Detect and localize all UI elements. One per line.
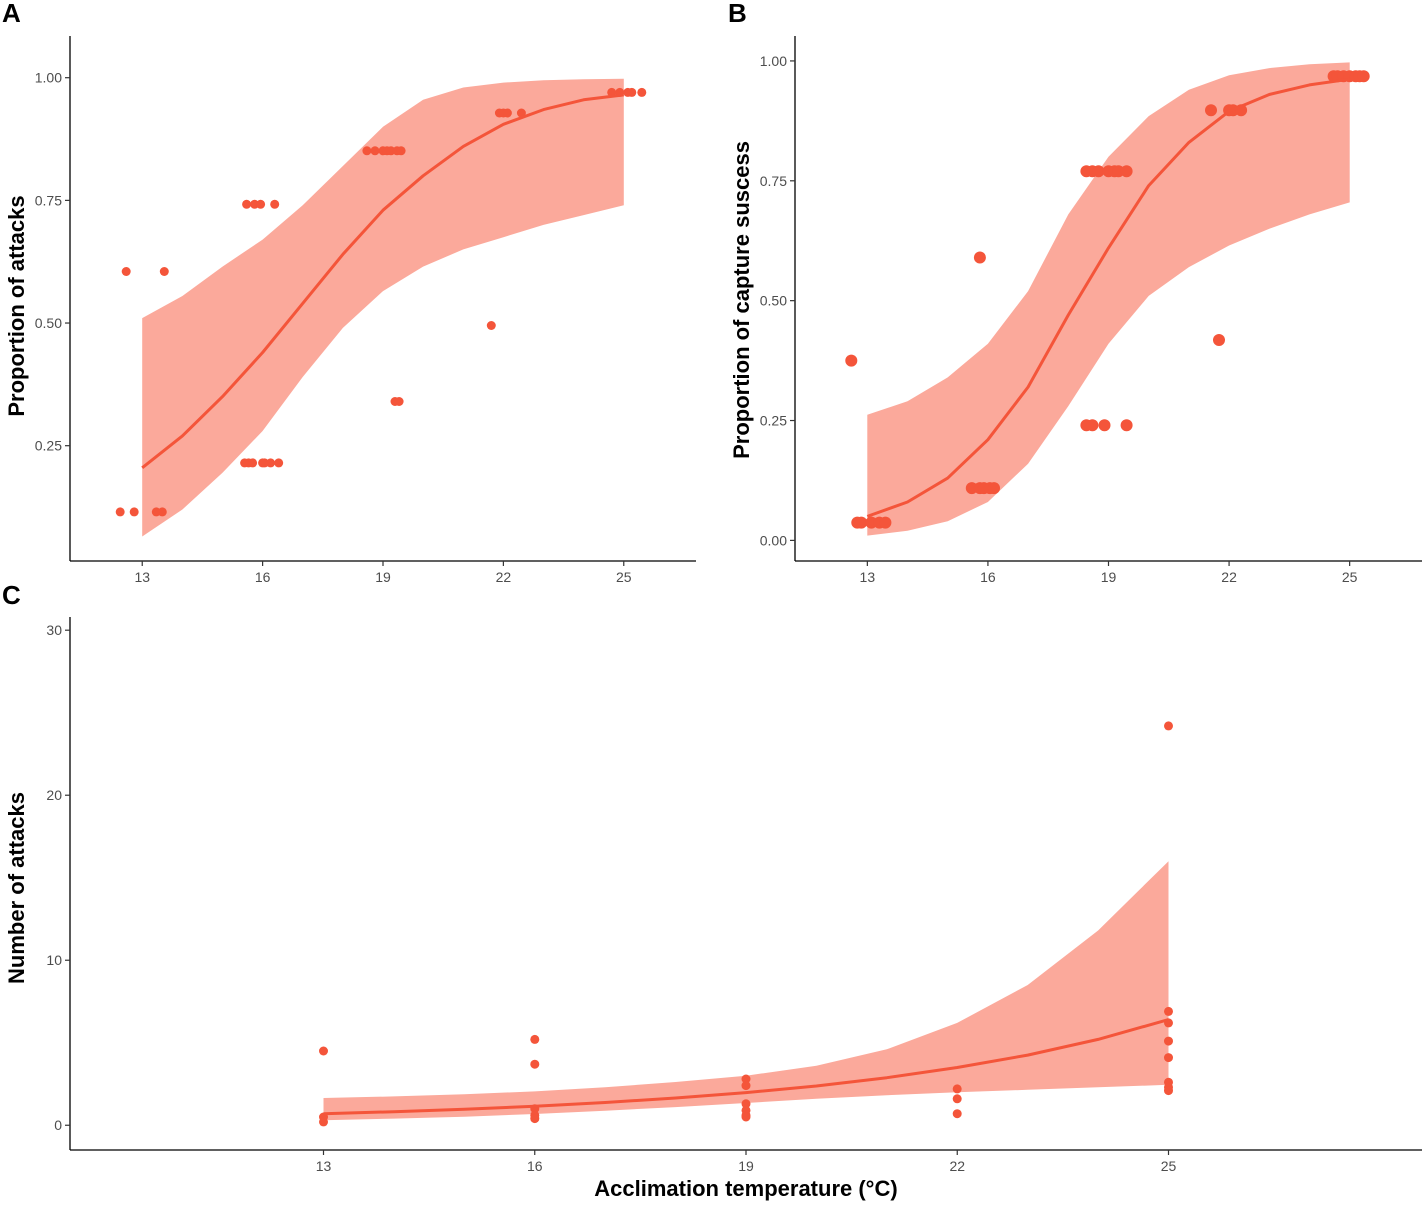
panel-c: C 13 16 19 22 25 0 10 20 30 Number of attacks Ac… [2, 580, 1422, 1201]
panel-b-data-point [1357, 70, 1370, 83]
panel-a-plot-area: 13 16 19 22 25 0.25 0.50 0.75 1.00 [35, 36, 696, 585]
panel-c-data-point [741, 1074, 751, 1084]
panel-a-fit-line [141, 93, 624, 469]
panel-c-data-point [741, 1112, 751, 1122]
panel-c-y-tick-label: 30 [46, 622, 62, 638]
panel-a-data-point [256, 199, 266, 209]
panel-b-confidence-band [867, 62, 1350, 536]
panel-c-data-point [319, 1117, 328, 1127]
panel-c-fit-line [323, 1018, 1169, 1116]
panel-b-y-tick-label: 0.25 [760, 413, 787, 429]
panel-c-data-point [952, 1084, 962, 1094]
panel-b-data-point [1120, 165, 1133, 178]
panel-a-data-point [159, 267, 169, 276]
panel-a-data-point [121, 267, 131, 276]
panel-c-y-tick-label: 10 [46, 952, 62, 968]
panel-a-data-point [115, 507, 125, 517]
panel-c-data-point [530, 1059, 540, 1069]
panel-b-y-axis-title: Proportion of capture suscess [729, 141, 754, 459]
panel-a-data-point [502, 108, 512, 118]
panel-a-y-tick-label: 0.50 [35, 315, 62, 331]
panel-c-y-axis-title: Number of attacks [4, 792, 29, 984]
panel-c-plot-area: 13 16 19 22 25 0 10 20 30 [46, 617, 1422, 1174]
panel-c-data-point [952, 1109, 962, 1119]
panel-c-data-point [952, 1094, 962, 1104]
panel-c-data-point [741, 1099, 751, 1109]
panel-b-x-tick-label: 19 [1101, 569, 1117, 585]
panel-a-x-tick-label: 22 [496, 569, 512, 585]
panel-c-y-tick-label: 20 [46, 787, 62, 803]
panel-b-letter: B [728, 0, 747, 28]
panel-b-data-point [1086, 419, 1099, 432]
panel-c-data-point [1164, 1053, 1173, 1063]
panel-a-y-tick-label: 1.00 [35, 70, 62, 86]
panel-c-x-axis-title: Acclimation temperature (°C) [594, 1176, 897, 1201]
panel-c-x-tick-label: 25 [1161, 1158, 1177, 1174]
panel-b-data-point [879, 516, 892, 529]
panel-b-data-point [1120, 419, 1133, 432]
panel-b-data-point [1098, 419, 1111, 432]
panel-c-data-point [741, 1081, 751, 1091]
panel-a-y-axis-title: Proportion of attacks [4, 195, 29, 416]
panel-a-confidence-band [142, 78, 624, 537]
panel-a-data-point [516, 108, 526, 118]
panel-b-x-tick-label: 25 [1342, 569, 1358, 585]
panel-a-x-tick-label: 13 [134, 569, 150, 585]
panel-a-x-tick-label: 16 [255, 569, 271, 585]
panel-c-data-point [319, 1046, 328, 1056]
panel-a-data-point [242, 199, 252, 209]
panel-a-data-point [248, 458, 258, 468]
panel-b-x-tick-label: 16 [980, 569, 996, 585]
panel-b-data-point [1092, 165, 1105, 178]
panel-c-data-point [530, 1114, 540, 1124]
panel-a-data-point [396, 146, 406, 156]
panel-c-data-point [1164, 1086, 1173, 1096]
panel-b-data-point [1213, 334, 1225, 346]
panel-b-x-tick-label: 13 [860, 569, 876, 585]
panel-a-data-point [370, 146, 380, 156]
panel-a-data-point [362, 146, 372, 156]
panel-a-data-point [627, 87, 637, 97]
panel-b-data-point [988, 482, 1000, 495]
panel-a-letter: A [2, 0, 21, 28]
panel-b: B 13 16 19 22 25 0.00 0.25 0.50 0.75 1.00 Proport… [728, 0, 1422, 585]
panel-c-data-point [1164, 721, 1173, 731]
panel-b-data-point [973, 251, 986, 264]
panel-c-x-tick-label: 13 [316, 1158, 332, 1174]
panel-b-data-point [855, 516, 868, 529]
panel-b-y-tick-label: 0.00 [760, 532, 787, 548]
panel-a-data-point [266, 458, 276, 468]
panel-b-y-tick-label: 0.50 [760, 293, 787, 309]
panel-b-data-point [1205, 104, 1217, 117]
panel-c-data-point [530, 1034, 540, 1044]
panel-a-data-point [240, 458, 250, 468]
panel-c-data-point [1164, 1036, 1173, 1046]
panel-c-y-tick-label: 0 [54, 1117, 62, 1133]
panel-b-data-point [845, 354, 858, 367]
panel-c-x-tick-label: 22 [949, 1158, 965, 1174]
panel-a-data-point [637, 87, 647, 97]
panel-b-x-tick-label: 22 [1221, 569, 1237, 585]
panel-c-x-tick-label: 16 [527, 1158, 543, 1174]
panel-a-data-point [270, 199, 280, 209]
panel-c-letter: C [2, 580, 21, 610]
panel-b-y-tick-label: 1.00 [760, 53, 787, 69]
panel-a-data-point [394, 397, 404, 406]
panel-a-y-tick-label: 0.25 [35, 438, 62, 454]
panel-c-data-point [1164, 1006, 1173, 1016]
panel-c-confidence-band [323, 861, 1169, 1121]
panel-b-y-tick-label: 0.75 [760, 173, 787, 189]
panel-a: A 13 16 19 22 25 0.25 0.50 0.75 1.00 Proportion … [2, 0, 696, 585]
panel-a-data-point [129, 507, 139, 517]
panel-a-x-tick-label: 25 [616, 569, 632, 585]
panel-c-x-tick-label: 19 [738, 1158, 754, 1174]
panel-a-data-point [157, 507, 167, 517]
panel-b-fit-line [866, 77, 1350, 518]
panel-a-data-point [274, 458, 284, 468]
panel-b-plot-area: 13 16 19 22 25 0.00 0.25 0.50 0.75 1.00 [760, 36, 1422, 585]
panel-a-y-tick-label: 0.75 [35, 192, 62, 208]
panel-a-data-point [486, 321, 496, 330]
panel-a-x-tick-label: 19 [375, 569, 391, 585]
